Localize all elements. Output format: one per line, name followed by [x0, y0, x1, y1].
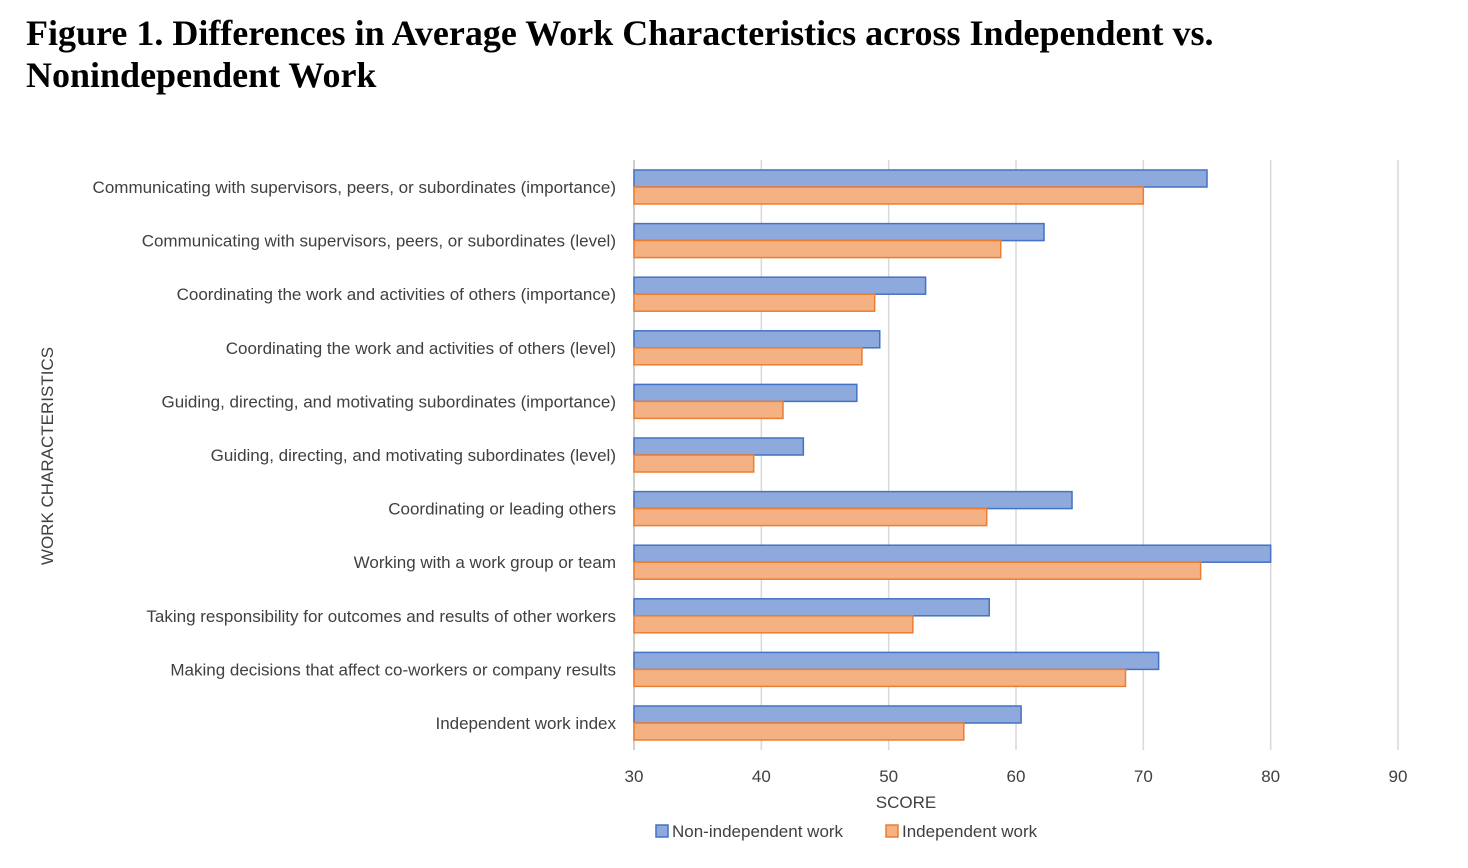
category-labels: Communicating with supervisors, peers, o… — [93, 178, 617, 733]
x-tick-label: 70 — [1134, 767, 1153, 786]
x-tick-label: 80 — [1261, 767, 1280, 786]
category-label: Independent work index — [435, 714, 616, 733]
x-tick-label: 40 — [752, 767, 771, 786]
bar-non-independent — [633, 383, 858, 403]
bar-independent — [633, 722, 965, 741]
bar-independent — [633, 561, 1202, 580]
category-label: Working with a work group or team — [354, 553, 616, 572]
y-axis-title: WORK CHARACTERISTICS — [38, 347, 57, 565]
bar-non-independent — [633, 651, 1160, 671]
bar-non-independent — [633, 169, 1208, 188]
category-label: Communicating with supervisors, peers, o… — [142, 232, 616, 251]
category-label: Taking responsibility for outcomes and r… — [146, 607, 616, 626]
bar-independent — [633, 507, 988, 527]
category-label: Communicating with supervisors, peers, o… — [93, 178, 616, 197]
bar-independent — [633, 347, 863, 366]
bar-non-independent — [633, 222, 1045, 242]
bar-non-independent — [633, 490, 1073, 510]
x-tick-label: 30 — [625, 767, 644, 786]
category-label: Coordinating or leading others — [388, 500, 616, 519]
category-label: Guiding, directing, and motivating subor… — [161, 392, 616, 411]
bar-independent — [633, 668, 1127, 688]
bar-non-independent — [633, 705, 1022, 724]
bar-non-independent — [633, 544, 1272, 563]
x-tick-label: 50 — [879, 767, 898, 786]
legend-label-independent: Independent work — [902, 822, 1038, 841]
category-label: Coordinating the work and activities of … — [226, 339, 616, 358]
category-label: Guiding, directing, and motivating subor… — [211, 446, 616, 465]
bar-independent — [633, 186, 1145, 205]
x-tick-labels: 30 40 50 60 70 80 90 — [625, 767, 1408, 786]
category-label: Coordinating the work and activities of … — [177, 285, 616, 304]
bar-independent — [633, 400, 784, 420]
legend-swatch-non-independent — [655, 824, 669, 838]
bar-independent — [633, 615, 914, 634]
bar-independent — [633, 454, 755, 473]
legend-label-non-independent: Non-independent work — [672, 822, 844, 841]
bar-non-independent — [633, 437, 805, 456]
category-label: Making decisions that affect co-workers … — [170, 660, 616, 679]
bar-independent — [633, 293, 876, 312]
bar-independent — [633, 239, 1002, 259]
x-axis-title: SCORE — [876, 793, 936, 812]
bars — [633, 169, 1272, 741]
bar-non-independent — [633, 276, 927, 295]
figure-title: Figure 1. Differences in Average Work Ch… — [26, 13, 1214, 95]
x-tick-label: 60 — [1007, 767, 1026, 786]
legend: Non-independent work Independent work — [655, 822, 1038, 841]
legend-swatch-independent — [885, 824, 899, 838]
bar-non-independent — [633, 330, 881, 349]
bar-non-independent — [633, 598, 991, 617]
x-tick-label: 90 — [1389, 767, 1408, 786]
